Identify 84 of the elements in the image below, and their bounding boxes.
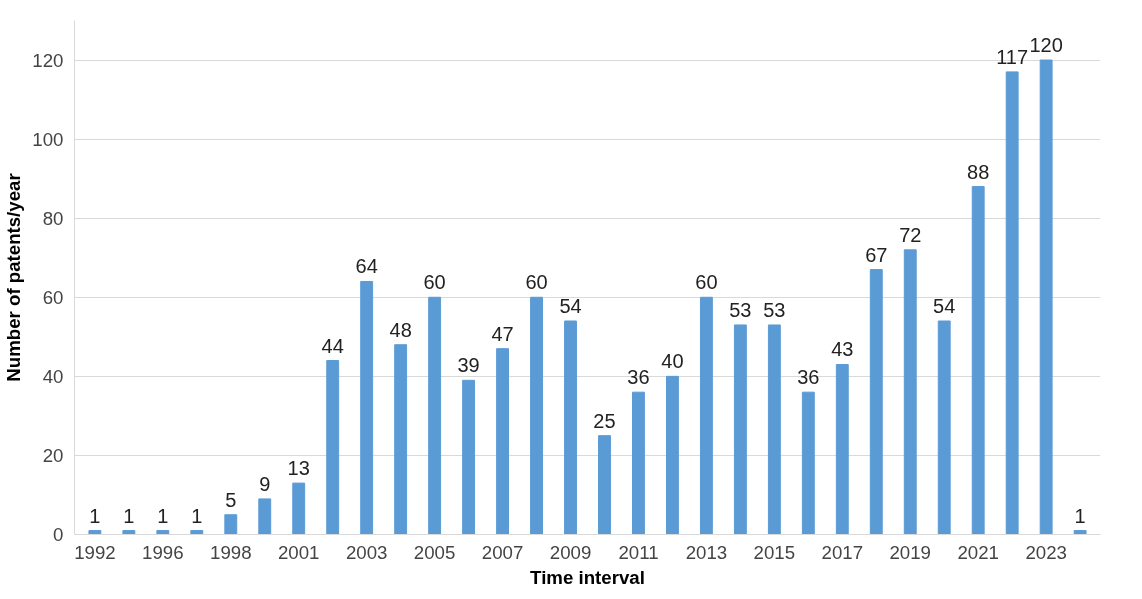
x-tick-label: 2005 [413,541,456,563]
bar [835,363,849,535]
x-tick-label: 2001 [277,541,320,563]
data-label: 13 [287,457,310,480]
x-tick-label: 2023 [1025,541,1067,563]
data-label: 36 [797,366,820,389]
x-tick-label: 2011 [618,541,659,563]
data-label: 43 [831,338,854,361]
bar [733,324,747,535]
data-label: 60 [423,271,446,294]
x-tick-label: 2021 [957,541,999,563]
data-label: 53 [729,298,752,321]
data-label: 54 [933,294,956,317]
bar [88,530,102,535]
x-tick-label: 2007 [481,541,524,563]
data-label: 1 [157,504,169,527]
data-label: 117 [996,45,1029,68]
data-label: 60 [695,271,718,294]
y-tick-label: 0 [53,524,64,545]
data-label: 120 [1029,34,1063,57]
bar [326,360,340,535]
bar [598,435,611,535]
data-label: 1 [123,504,135,527]
data-label: 67 [865,243,888,266]
data-label: 88 [967,160,990,183]
bar [632,391,645,535]
bar [801,391,815,535]
bar [394,344,408,535]
data-label: 1 [191,504,203,527]
bar [156,530,170,535]
bar [699,296,713,535]
bar [224,514,238,535]
bar [428,296,442,535]
y-axis-title: Number of patents/year [3,173,25,382]
y-tick-label: 40 [42,365,64,387]
bar [496,348,510,535]
bar [665,375,679,535]
x-tick-label: 2017 [821,541,864,563]
bar [869,269,883,535]
y-tick-label: 20 [42,444,64,466]
data-label: 25 [593,409,616,432]
data-label: 60 [525,271,548,294]
bar [530,296,543,535]
data-label: 48 [389,318,412,341]
data-label: 39 [457,354,480,377]
data-label: 1 [89,504,101,527]
data-label: 5 [225,488,237,511]
bar [903,249,917,535]
data-label: 9 [259,472,271,495]
bar [360,280,374,535]
data-label: 40 [661,350,684,373]
y-tick-label: 60 [42,286,64,308]
x-axis-title: Time interval [530,566,645,588]
bar [190,530,204,535]
x-tick-label: 2003 [345,541,388,563]
bar [1039,59,1053,535]
x-tick-label: 2013 [685,541,728,563]
data-label: 53 [763,298,786,321]
x-tick-label: 1996 [142,541,184,563]
bar [767,324,781,535]
data-label: 54 [559,294,582,317]
data-label: 47 [491,322,514,345]
x-tick-label: 1992 [74,541,116,563]
bar [292,482,306,535]
y-tick-label: 100 [32,128,64,150]
bar [122,530,136,535]
bar [937,320,951,535]
bar [1005,71,1019,535]
y-tick-label: 80 [42,207,64,229]
x-tick-label: 2019 [889,541,932,563]
data-label: 44 [321,334,344,357]
bar [1073,530,1087,535]
data-label: 1 [1074,504,1086,527]
data-label: 64 [355,255,378,278]
bar [564,320,577,535]
data-label: 72 [899,223,922,246]
x-tick-label: 1998 [210,541,252,563]
x-tick-label: 2009 [549,541,592,563]
data-label: 36 [627,366,650,389]
bar [462,379,476,535]
x-tick-label: 2015 [753,541,796,563]
bar [258,498,272,535]
y-tick-label: 120 [32,49,64,71]
bar [971,186,985,535]
